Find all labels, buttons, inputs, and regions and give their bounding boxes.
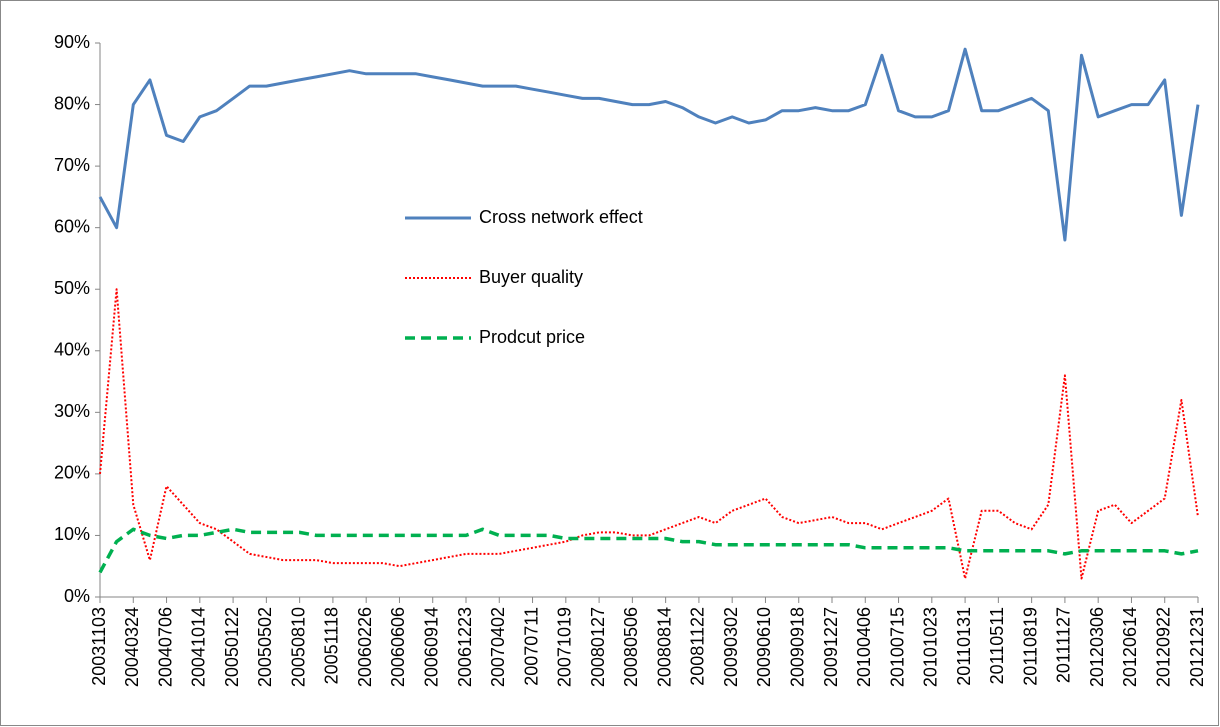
x-tick-label: 20121231: [1187, 607, 1207, 687]
x-tick-label: 20110819: [1020, 607, 1040, 686]
x-tick-label: 20110131: [954, 607, 974, 686]
x-tick-label: 20070711: [521, 607, 541, 686]
legend-label: Prodcut price: [479, 327, 585, 347]
x-tick-label: 20100406: [854, 607, 874, 687]
y-tick-label: 30%: [54, 401, 90, 421]
x-tick-label: 20050122: [222, 607, 242, 687]
x-tick-label: 20090918: [787, 607, 807, 687]
x-tick-label: 20041014: [189, 607, 209, 687]
x-tick-label: 20060606: [388, 607, 408, 687]
series-line: [98, 527, 1199, 574]
legend-label: Cross network effect: [479, 207, 643, 227]
series-line: [99, 288, 1199, 580]
x-tick-label: 20120922: [1153, 607, 1173, 687]
x-tick-label: 20111127: [1054, 607, 1074, 683]
x-tick-label: 20071019: [555, 607, 575, 687]
x-tick-label: 20031103: [89, 607, 109, 686]
y-tick-label: 80%: [54, 93, 90, 113]
y-tick-label: 60%: [54, 216, 90, 236]
x-tick-label: 20080814: [654, 607, 674, 687]
x-tick-label: 20081122: [688, 607, 708, 686]
y-tick-label: 70%: [54, 155, 90, 175]
y-tick-label: 0%: [64, 586, 90, 606]
x-tick-label: 20101023: [921, 607, 941, 687]
x-tick-label: 20061223: [455, 607, 475, 687]
x-tick-label: 20120614: [1120, 607, 1140, 687]
series-line: [98, 47, 1200, 242]
y-tick-label: 10%: [54, 524, 90, 544]
y-tick-label: 20%: [54, 463, 90, 483]
x-tick-label: 20120306: [1087, 607, 1107, 687]
x-tick-label: 20070402: [488, 607, 508, 687]
x-tick-label: 20060226: [355, 607, 375, 687]
x-tick-label: 20080506: [621, 607, 641, 687]
x-tick-label: 20050502: [255, 607, 275, 687]
x-tick-label: 20091227: [821, 607, 841, 687]
x-tick-label: 20090302: [721, 607, 741, 687]
y-tick-label: 40%: [54, 340, 90, 360]
x-tick-label: 20040324: [122, 607, 142, 687]
legend-label: Buyer quality: [479, 267, 583, 287]
x-tick-label: 20040706: [155, 607, 175, 687]
x-tick-label: 20090610: [754, 607, 774, 687]
y-tick-label: 50%: [54, 278, 90, 298]
x-tick-label: 20100715: [887, 607, 907, 687]
x-tick-label: 20080127: [588, 607, 608, 687]
y-tick-label: 90%: [54, 32, 90, 52]
x-tick-label: 20050810: [288, 607, 308, 687]
x-tick-label: 20110511: [987, 607, 1007, 684]
x-tick-label: 20060914: [421, 607, 441, 687]
x-tick-label: 20051118: [322, 607, 342, 684]
